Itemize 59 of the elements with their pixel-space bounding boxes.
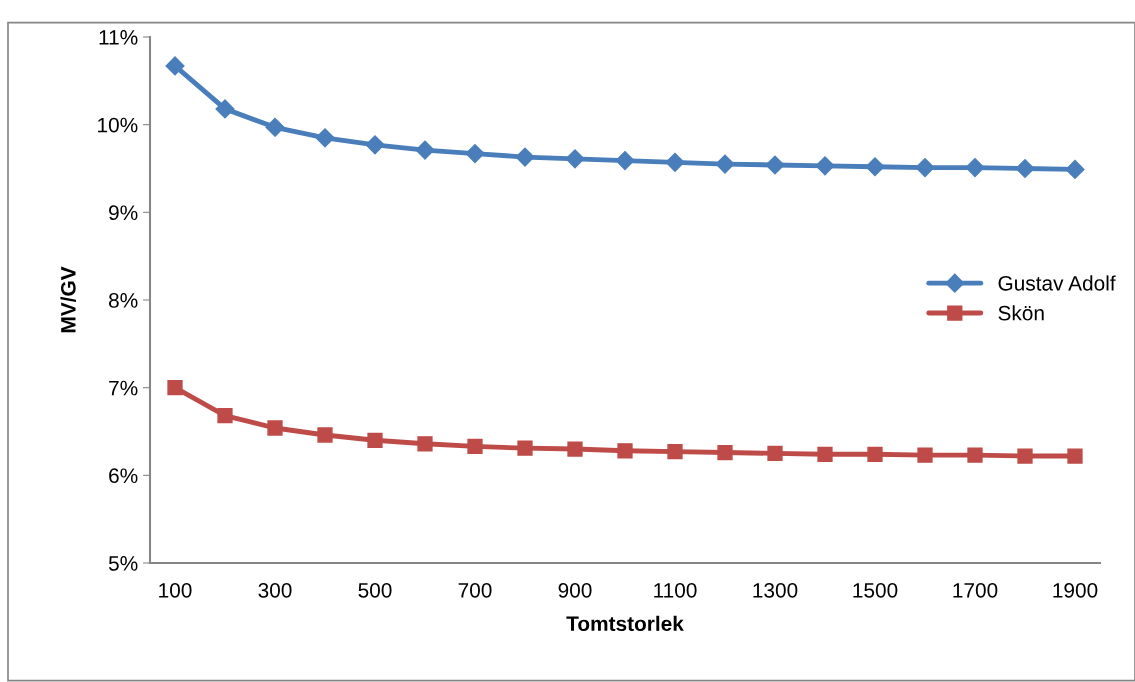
point [615, 151, 635, 171]
point [515, 147, 535, 167]
y-tick-label: 7% [109, 380, 138, 396]
y-tick-label: 10% [98, 117, 138, 133]
point [365, 135, 385, 155]
point [267, 420, 283, 436]
point [367, 432, 383, 448]
point [667, 444, 683, 460]
y-tick-label: 9% [109, 205, 138, 221]
point [315, 128, 335, 148]
x-tick-label: 1900 [1053, 582, 1098, 598]
point [1065, 159, 1085, 179]
y-tick-label: 6% [109, 468, 138, 484]
point [1017, 448, 1033, 464]
point [715, 154, 735, 174]
x-tick-label: 1100 [654, 582, 697, 598]
x-tick-label: 300 [258, 582, 292, 598]
point [167, 380, 183, 396]
point [1067, 448, 1083, 464]
point [665, 152, 685, 172]
x-tick-label: 1700 [953, 582, 998, 598]
point [865, 157, 885, 177]
point [917, 447, 933, 463]
x-tick-label: 1500 [853, 582, 898, 598]
x-tick-label: 900 [558, 582, 592, 598]
point [217, 408, 233, 424]
point [265, 117, 285, 137]
point [815, 156, 835, 176]
y-axis-title: MV/GV [60, 266, 76, 333]
point [717, 444, 733, 461]
x-axis-title: Tomtstorlek [566, 615, 684, 632]
point [467, 438, 483, 455]
x-tick-label: 100 [159, 582, 192, 598]
point [765, 155, 785, 175]
point [915, 158, 935, 178]
legend-label: Gustav Adolf [998, 275, 1116, 291]
point [1015, 158, 1035, 179]
point [417, 436, 433, 452]
point [165, 56, 185, 76]
point [415, 140, 435, 160]
point [967, 447, 983, 463]
x-tick-label: 1300 [753, 582, 798, 598]
point [517, 440, 533, 456]
legend-label: Skön [998, 305, 1044, 321]
point [767, 445, 783, 462]
y-tick-label: 11% [99, 30, 138, 45]
point [567, 441, 583, 457]
x-tick-label: 700 [458, 582, 492, 598]
point [317, 427, 333, 443]
point [617, 443, 633, 459]
point [817, 446, 833, 462]
point [565, 149, 585, 169]
point [465, 144, 485, 164]
y-tick-label: 8% [108, 293, 138, 308]
y-tick-label: 5% [108, 556, 138, 571]
point [215, 99, 235, 119]
point [965, 158, 985, 178]
x-tick-label: 500 [358, 582, 392, 598]
point [867, 446, 883, 462]
